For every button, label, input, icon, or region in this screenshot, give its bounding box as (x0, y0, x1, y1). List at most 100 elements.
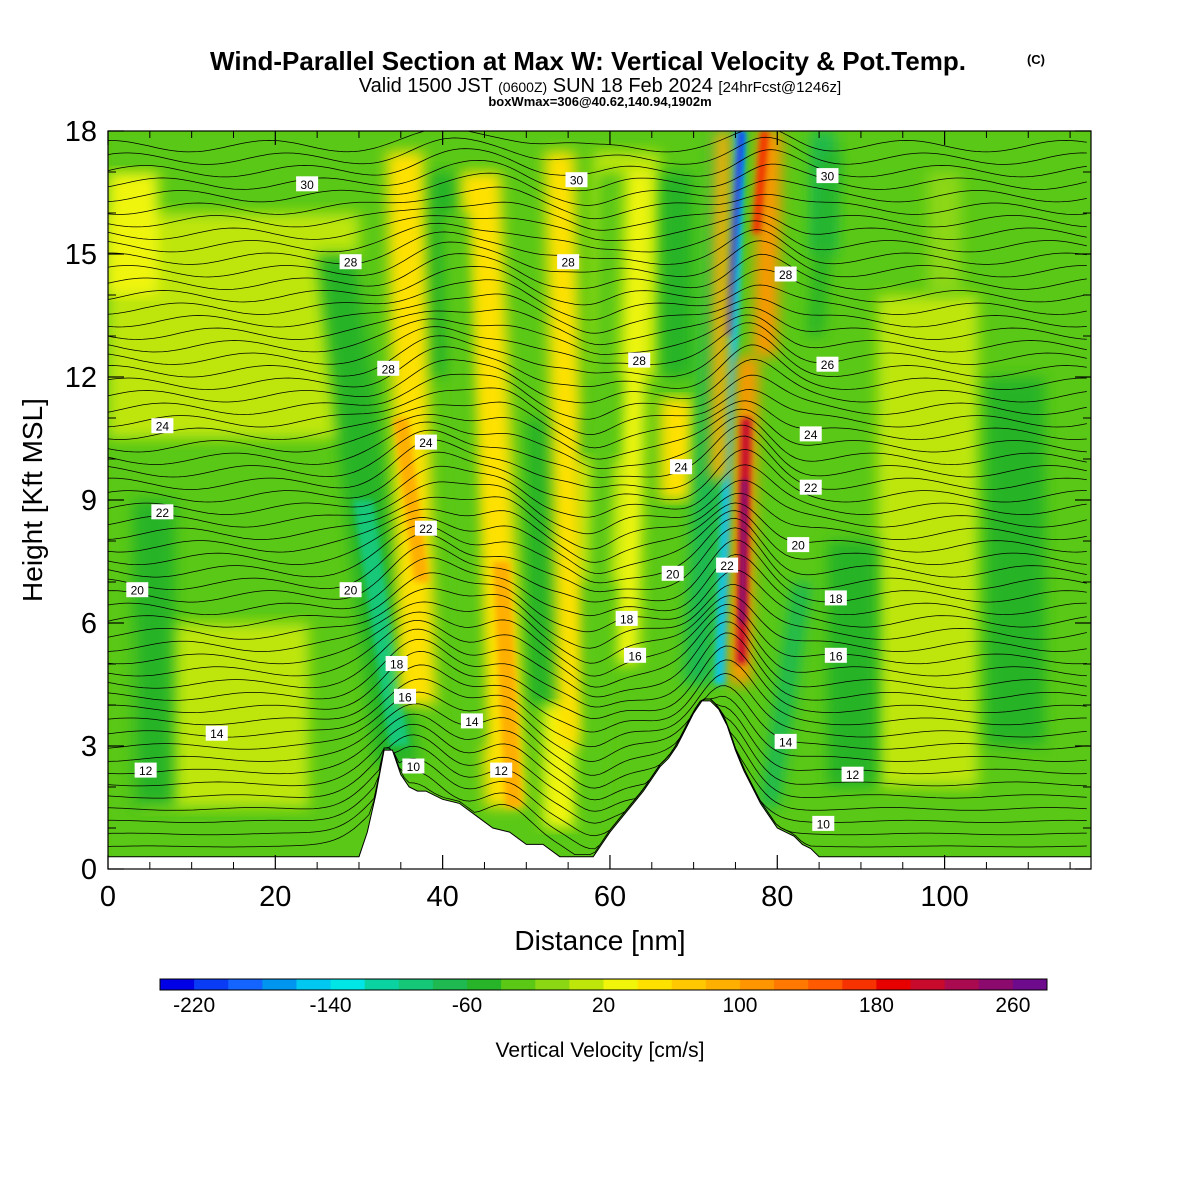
isentrope-label: 24 (414, 434, 437, 450)
colorbar-swatch (262, 979, 297, 990)
svg-text:22: 22 (720, 559, 734, 573)
x-axis: 0 20 40 60 80 100 (100, 131, 1071, 913)
x-tick-label: 0 (100, 881, 116, 913)
colorbar-swatch (467, 979, 502, 990)
isentrope-label: 14 (205, 725, 228, 741)
colorbar-swatch (808, 979, 843, 990)
isentrope-label: 22 (151, 504, 174, 520)
isentrope-label: 16 (824, 647, 847, 663)
isentrope-label: 12 (134, 762, 157, 778)
terrain (108, 700, 1091, 869)
colorbar-swatch (1012, 979, 1048, 990)
colorbar-swatch (160, 979, 195, 990)
svg-text:24: 24 (674, 461, 688, 475)
x-axis-label: Distance [nm] (514, 925, 685, 956)
plot-area: 30 30 30 28 28 28 28 28 26 24 24 24 24 22 22 22 22 20 20 20… (108, 131, 1091, 869)
colorbar-swatch (398, 979, 434, 990)
isentropes (108, 131, 1087, 855)
subtitle-date: SUN 18 Feb 2024 (553, 75, 713, 97)
colorbar-swatch (364, 979, 400, 990)
svg-text:24: 24 (156, 420, 170, 434)
svg-text:28: 28 (633, 354, 647, 368)
colorbar-swatch (978, 979, 1014, 990)
svg-text:20: 20 (792, 539, 806, 553)
isentrope-label: 28 (774, 266, 797, 282)
isentrope-label: 28 (377, 360, 400, 376)
colorbar-label: Vertical Velocity [cm/s] (496, 1039, 705, 1062)
subtitle-valid-time: Valid 1500 JST (359, 75, 493, 97)
subtitle-utc: (0600Z) (498, 79, 547, 95)
svg-text:28: 28 (382, 362, 396, 376)
svg-text:24: 24 (804, 428, 818, 442)
colorbar-tick-label: 180 (859, 994, 894, 1017)
colorbar-swatch (296, 979, 331, 990)
svg-text:22: 22 (419, 522, 433, 536)
y-tick-label: 9 (81, 485, 97, 517)
colorbar-swatch (944, 979, 980, 990)
svg-text:12: 12 (139, 764, 153, 778)
colorbar-tick-label: 100 (722, 994, 757, 1017)
isentrope-label: 16 (624, 647, 647, 663)
svg-text:30: 30 (300, 178, 314, 192)
svg-text:16: 16 (829, 649, 843, 663)
svg-text:30: 30 (821, 170, 835, 184)
colorbar-tick-label: 260 (995, 994, 1030, 1017)
isentrope-label: 28 (339, 254, 362, 270)
y-tick-label: 0 (81, 854, 97, 886)
y-tick-label: 18 (65, 116, 97, 148)
isentrope-label: 16 (393, 688, 416, 704)
colorbar-swatch (774, 979, 809, 990)
subtitle-forecast: [24hrFcst@1246z] (718, 79, 841, 96)
svg-text:26: 26 (821, 358, 835, 372)
chart-subtitle: Valid 1500 JST (0600Z) SUN 18 Feb 2024 [… (359, 75, 841, 97)
svg-text:10: 10 (817, 817, 831, 831)
colorbar-swatch (535, 979, 570, 990)
y-axis-label: Height [Kft MSL] (17, 398, 48, 602)
y-tick-label: 6 (81, 608, 97, 640)
svg-text:14: 14 (465, 715, 479, 729)
svg-text:28: 28 (561, 256, 575, 270)
svg-text:24: 24 (419, 436, 433, 450)
isentrope-label: 30 (296, 176, 319, 192)
svg-text:22: 22 (156, 506, 170, 520)
isentrope-label: 28 (557, 254, 580, 270)
isentrope-label: 24 (799, 426, 822, 442)
isentrope-label: 14 (460, 713, 483, 729)
svg-text:18: 18 (620, 612, 634, 626)
isentrope-label: 18 (385, 656, 408, 672)
isentrope-label: 22 (799, 479, 822, 495)
svg-text:28: 28 (779, 268, 793, 282)
svg-text:12: 12 (495, 764, 509, 778)
svg-text:28: 28 (344, 256, 358, 270)
isentrope-label: 18 (824, 590, 847, 606)
isentrope-label: 12 (490, 762, 513, 778)
isentrope-label: 10 (402, 758, 425, 774)
colorbar-swatch (569, 979, 604, 990)
x-tick-label: 60 (594, 881, 626, 913)
isentrope-label: 12 (841, 766, 864, 782)
svg-text:20: 20 (344, 584, 358, 598)
isentrope-label: 18 (615, 610, 638, 626)
colorbar-swatch (228, 979, 263, 990)
colorbar-tick-label: -140 (310, 994, 352, 1017)
isentrope-label: 22 (716, 557, 739, 573)
svg-text:20: 20 (666, 567, 680, 581)
y-tick-label: 15 (65, 239, 97, 271)
isentrope-label: 10 (812, 815, 835, 831)
svg-text:16: 16 (398, 690, 412, 704)
colorbar-swatch (194, 979, 229, 990)
colorbar-swatch (330, 979, 366, 990)
chart-title: Wind-Parallel Section at Max W: Vertical… (210, 46, 966, 76)
isentrope-label: 30 (816, 168, 839, 184)
svg-text:22: 22 (804, 481, 818, 495)
colorbar-tick-label: -60 (452, 994, 482, 1017)
isentrope-label: 20 (339, 582, 362, 598)
x-tick-label: 80 (761, 881, 793, 913)
colorbar-swatch (739, 979, 775, 990)
colorbar-swatch (705, 979, 741, 990)
colorbar-swatch (842, 979, 877, 990)
svg-text:18: 18 (390, 658, 404, 672)
x-tick-label: 20 (259, 881, 291, 913)
svg-text:14: 14 (779, 735, 793, 749)
